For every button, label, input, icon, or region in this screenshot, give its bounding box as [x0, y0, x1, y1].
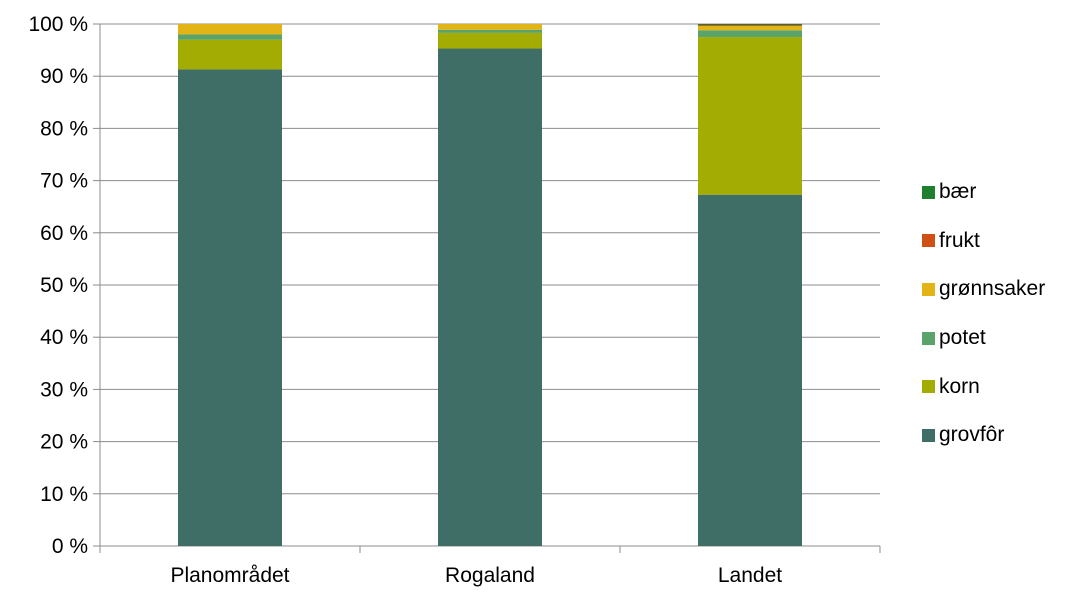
legend-swatch — [922, 331, 935, 345]
bar-segment-bær — [698, 24, 802, 26]
legend-label: potet — [939, 326, 986, 350]
bar-segment-grovfôr — [698, 194, 802, 546]
legend-item: grønnsaker — [922, 265, 1062, 314]
bar-segment-korn — [698, 37, 802, 195]
x-tick-label: Rogaland — [445, 564, 535, 587]
y-tick-label: 40 % — [40, 326, 88, 349]
legend-label: grønnsaker — [939, 277, 1046, 301]
legend-swatch — [922, 282, 935, 296]
legend-item: frukt — [922, 217, 1062, 266]
bar-segment-grovfôr — [438, 48, 542, 547]
y-tick-label: 50 % — [40, 274, 88, 297]
bar-segment-grønnsaker — [698, 26, 802, 31]
y-tick-label: 90 % — [40, 65, 88, 88]
bar-segment-grønnsaker — [178, 24, 282, 35]
y-tick-label: 100 % — [28, 13, 88, 36]
legend-label: grovfôr — [939, 423, 1005, 447]
legend-swatch — [922, 428, 935, 442]
legend: bær frukt grønnsaker potet korn grovfôr — [922, 168, 1062, 460]
bar-segment-korn — [178, 39, 282, 70]
legend-label: korn — [939, 374, 980, 398]
bar-segment-potet — [178, 34, 282, 40]
x-tick-label: Landet — [718, 564, 782, 587]
bar-segment-potet — [438, 29, 542, 33]
legend-item: bær — [922, 168, 1062, 217]
legend-swatch — [922, 380, 935, 394]
y-tick-label: 60 % — [40, 222, 88, 245]
legend-label: bær — [939, 180, 977, 204]
y-tick-label: 0 % — [52, 535, 88, 558]
legend-item: potet — [922, 314, 1062, 363]
y-tick-label: 30 % — [40, 378, 88, 401]
legend-swatch — [922, 234, 935, 248]
bar-segment-potet — [698, 30, 802, 38]
bar-segment-frukt — [698, 25, 802, 27]
legend-item: grovfôr — [922, 411, 1062, 460]
legend-item: korn — [922, 362, 1062, 411]
legend-swatch — [922, 185, 935, 199]
bar-segment-grønnsaker — [438, 24, 542, 30]
y-tick-label: 70 % — [40, 170, 88, 193]
legend-label: frukt — [939, 228, 980, 252]
y-tick-label: 20 % — [40, 431, 88, 454]
y-tick-label: 80 % — [40, 117, 88, 140]
y-tick-label: 10 % — [40, 483, 88, 506]
x-tick-label: Planområdet — [170, 564, 289, 587]
bar-segment-korn — [438, 32, 542, 49]
bar-segment-grovfôr — [178, 69, 282, 546]
